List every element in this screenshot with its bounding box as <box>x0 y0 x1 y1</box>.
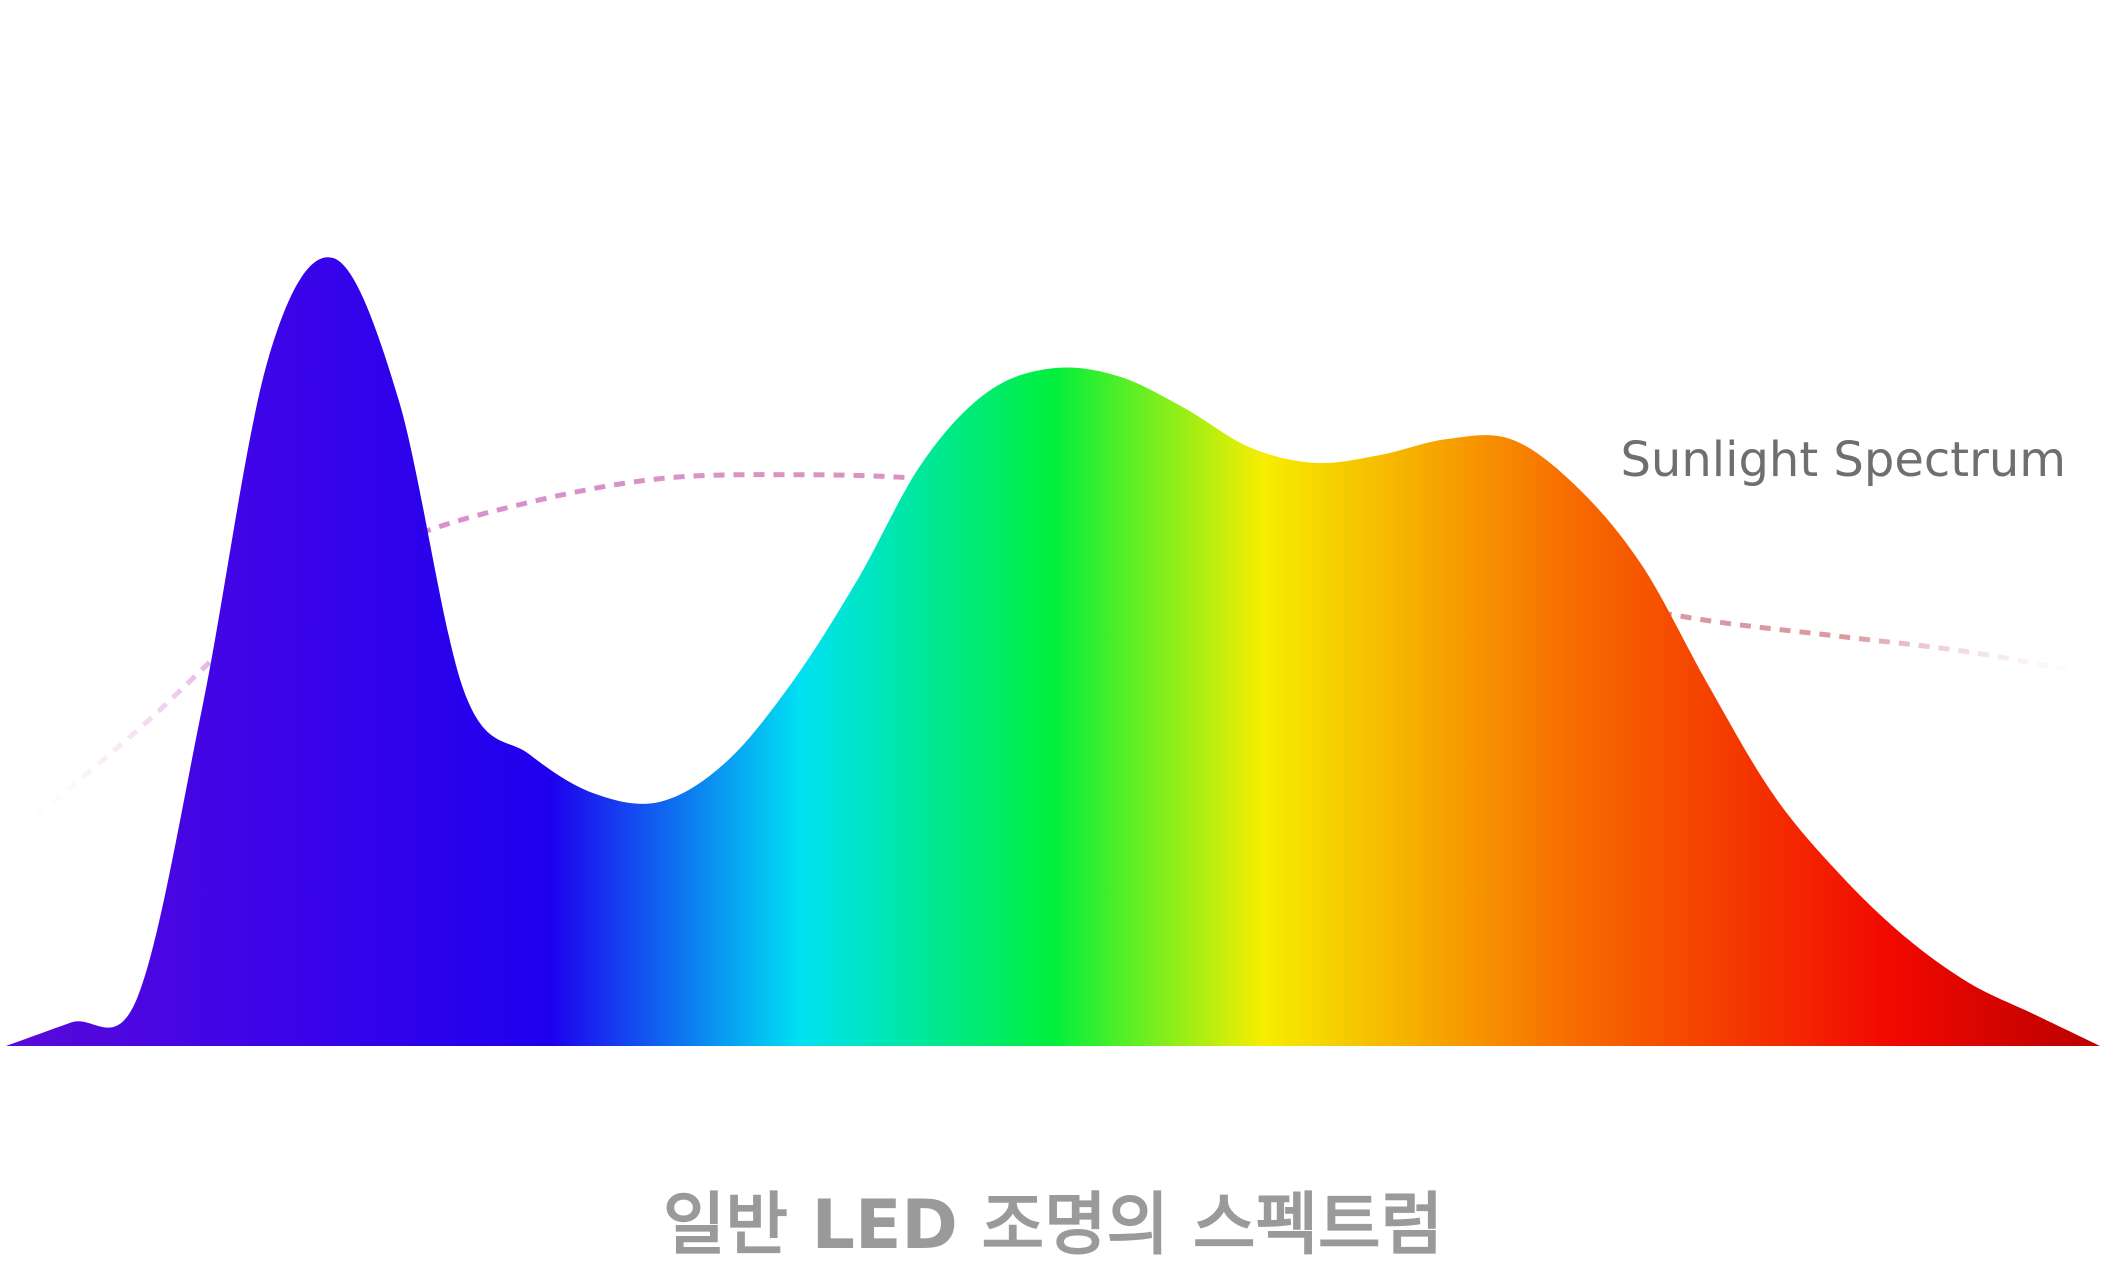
sunlight-spectrum-label: Sunlight Spectrum <box>1620 432 2066 488</box>
chart-marks <box>4 257 2101 1046</box>
chart-caption: 일반 LED 조명의 스펙트럼 <box>663 1186 1443 1265</box>
led-spectrum-area <box>6 257 2100 1046</box>
